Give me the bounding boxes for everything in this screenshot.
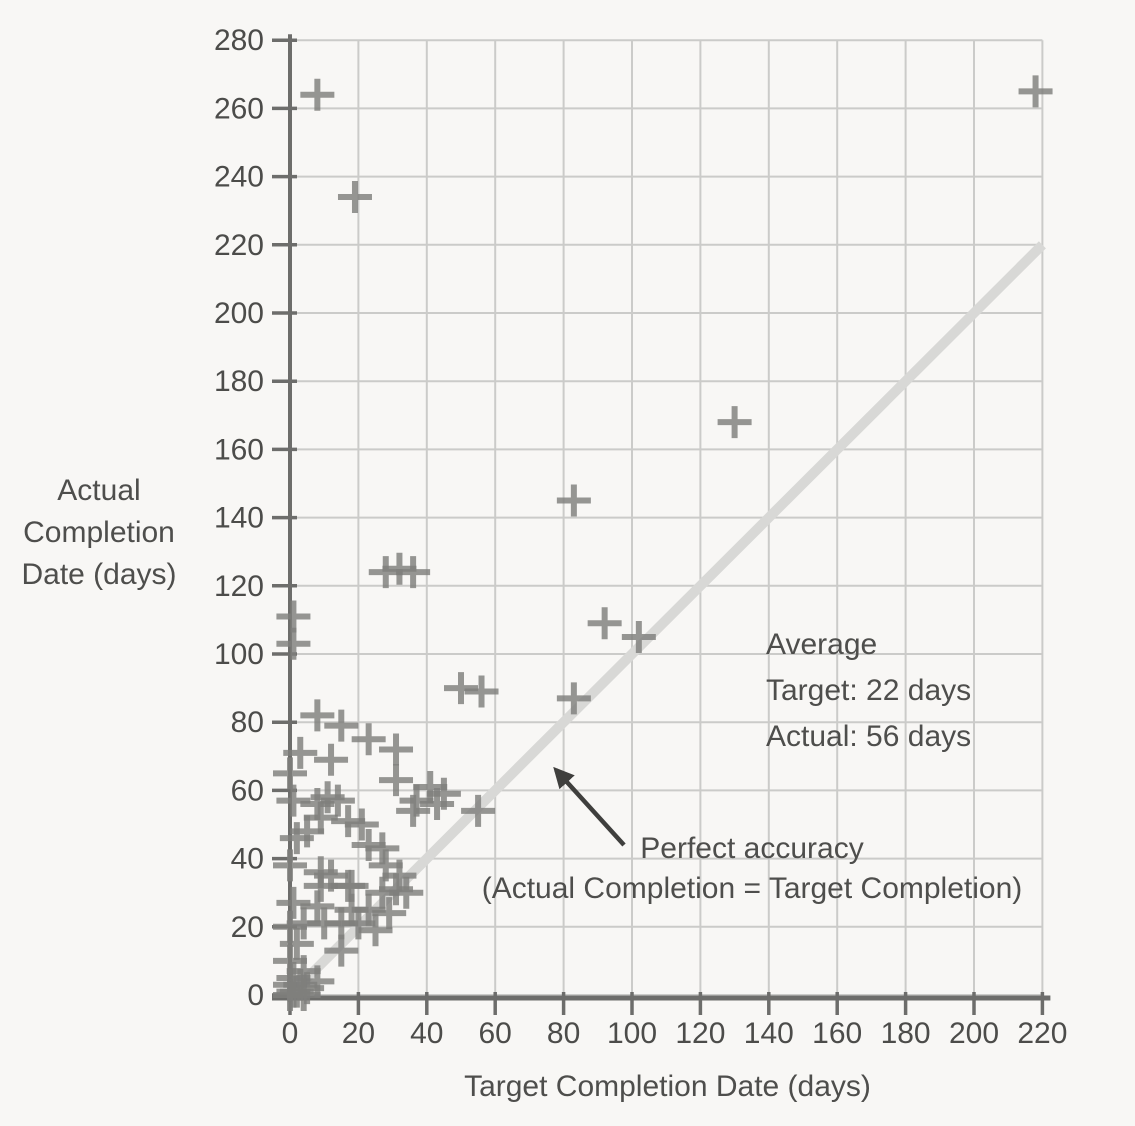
perfect-accuracy-annotation-line: Perfect accuracy [640, 832, 864, 865]
y-tick-label: 280 [214, 24, 264, 57]
x-tick-label: 40 [410, 1017, 443, 1050]
data-point-marker [556, 484, 591, 517]
data-point-marker [276, 784, 311, 817]
x-tick-label: 100 [607, 1017, 657, 1050]
data-point-marker [283, 736, 318, 769]
y-tick-label: 40 [231, 843, 264, 876]
data-point-marker [276, 627, 311, 660]
y-tick-label: 140 [214, 502, 264, 535]
data-point-marker [273, 849, 307, 882]
y-tick-label: 220 [214, 229, 264, 262]
y-tick-label: 240 [214, 161, 264, 194]
data-point-marker [273, 757, 307, 790]
average-annotation-line: Actual: 56 days [766, 720, 972, 753]
data-point-marker [337, 181, 372, 214]
x-tick-label: 20 [342, 1017, 375, 1050]
data-point-marker [324, 709, 359, 742]
data-point-marker [420, 788, 455, 821]
data-point-marker [717, 406, 752, 439]
y-tick-label: 20 [231, 911, 264, 944]
average-annotation-line: Average [766, 628, 878, 661]
data-point-marker [396, 556, 431, 589]
x-tick-label: 80 [547, 1017, 580, 1050]
x-tick-label: 60 [479, 1017, 512, 1050]
x-axis-title: Target Completion Date (days) [290, 1068, 1045, 1106]
x-tick-label: 200 [949, 1017, 999, 1050]
y-tick-label: 160 [214, 433, 264, 466]
y-tick-label: 80 [231, 706, 264, 739]
perfect-accuracy-annotation: Perfect accuracy (Actual Completion = Ta… [418, 829, 1086, 909]
data-point-marker [444, 672, 478, 705]
x-tick-label: 120 [675, 1017, 725, 1050]
data-point-marker [372, 897, 407, 930]
data-point-marker [358, 914, 393, 947]
average-annotation: Average Target: 22 days Actual: 56 days [766, 622, 971, 760]
perfect-accuracy-line [286, 241, 1046, 999]
data-point-marker [379, 764, 414, 797]
y-axis-title-line: Completion [23, 516, 175, 549]
data-point-marker [279, 822, 314, 855]
x-tick-label: 160 [812, 1017, 862, 1050]
data-point-marker [279, 927, 314, 960]
y-tick-label: 260 [214, 92, 264, 125]
data-point-marker [365, 876, 400, 909]
y-tick-label: 180 [214, 365, 264, 398]
data-point-marker [314, 743, 349, 776]
y-axis-title-line: Actual [57, 474, 141, 507]
perfect-accuracy-annotation-line: (Actual Completion = Target Completion) [481, 872, 1023, 905]
data-point-marker [379, 733, 414, 766]
y-axis-title: Actual Completion Date (days) [8, 470, 190, 596]
x-tick-label: 220 [1017, 1017, 1067, 1050]
data-point-marker [461, 794, 496, 827]
data-point-marker [324, 934, 359, 967]
y-tick-label: 120 [214, 570, 264, 603]
data-point-marker [396, 794, 431, 827]
x-tick-label: 180 [881, 1017, 931, 1050]
data-point-marker [300, 78, 335, 111]
y-tick-label: 100 [214, 638, 264, 671]
y-tick-label: 0 [247, 979, 264, 1012]
data-point-marker [300, 699, 335, 732]
data-point-marker [464, 675, 499, 708]
data-point-marker [276, 886, 311, 919]
data-point-marker [320, 784, 355, 817]
data-point-marker [344, 808, 379, 841]
data-point-marker [351, 723, 386, 756]
data-point-marker [303, 869, 338, 902]
data-point-marker [300, 890, 335, 923]
y-tick-label: 60 [231, 774, 264, 807]
y-axis-title-line: Date (days) [21, 558, 177, 591]
data-point-marker [365, 832, 400, 865]
data-point-marker [556, 682, 591, 715]
data-point-marker [273, 979, 307, 1011]
average-annotation-line: Target: 22 days [766, 674, 972, 707]
annotation-arrow [553, 766, 626, 847]
data-point-marker [276, 600, 311, 633]
x-tick-label: 0 [282, 1017, 299, 1050]
data-point-marker [1018, 75, 1053, 108]
x-axis-title-line: Target Completion Date (days) [464, 1070, 871, 1103]
data-point-marker [621, 620, 656, 653]
data-point-marker [587, 607, 622, 640]
data-point-marker [273, 910, 307, 943]
y-tick-label: 200 [214, 297, 264, 330]
x-tick-label: 140 [744, 1017, 794, 1050]
data-point-marker [341, 907, 376, 940]
